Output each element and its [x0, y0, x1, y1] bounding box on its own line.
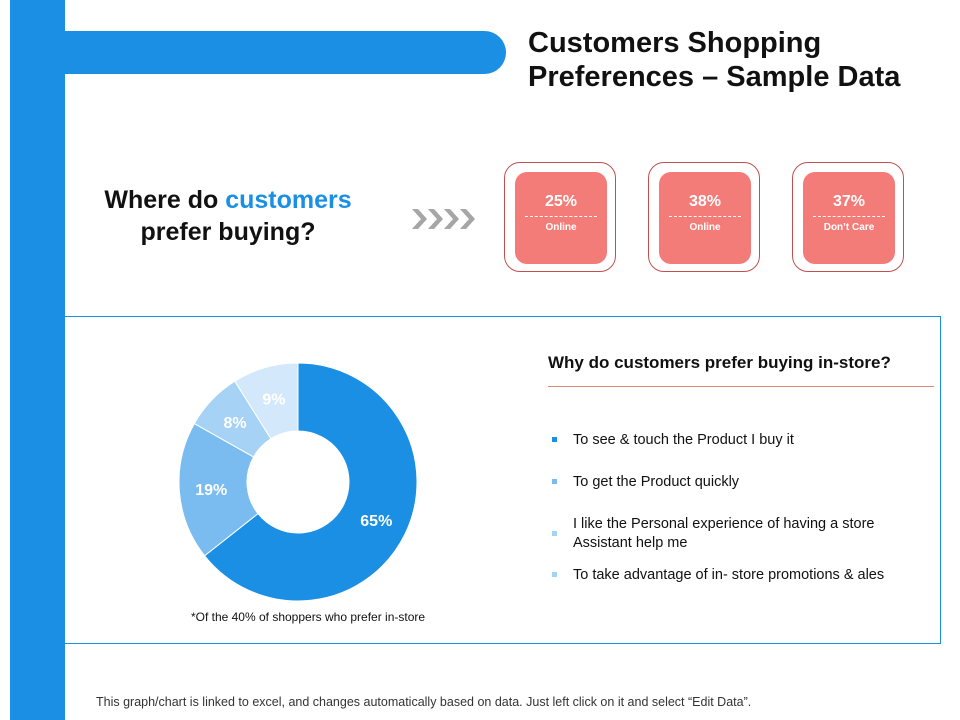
donut-slice-label-3: 8% [224, 415, 247, 432]
stat-card-body: 38% Online [659, 172, 751, 264]
question-prefix: Where do [104, 186, 219, 214]
stat-card-value: 25% [544, 193, 578, 210]
reason-text: To see & touch the Product I buy it [573, 432, 794, 448]
stat-card-label: Online [545, 222, 577, 233]
reason-text: I like the Personal experience of having… [573, 516, 875, 551]
stat-card-divider [525, 216, 597, 217]
stat-card-1: 25% Online [504, 162, 616, 272]
bullet-square-icon [552, 572, 557, 577]
footer-note: This graph/chart is linked to excel, and… [96, 695, 752, 709]
question-suffix: prefer buying? [140, 218, 316, 246]
stat-card-3: 37% Don’t Care [792, 162, 904, 272]
donut-slice-1 [203, 362, 418, 602]
chart-footnote: *Of the 40% of shoppers who prefer in-st… [190, 610, 426, 624]
stat-card-label: Online [689, 222, 721, 233]
donut-slice-label-4: 9% [262, 391, 285, 408]
stat-card-body: 37% Don’t Care [803, 172, 895, 264]
donut-slice-label-2: 19% [195, 482, 227, 499]
stat-card-value: 38% [688, 193, 722, 210]
top-accent-pill [60, 31, 506, 74]
question-heading: Where do customers prefer buying? [78, 184, 378, 248]
donut-chart: 65% 19% 8% 9% [178, 362, 418, 602]
donut-slice-2 [178, 422, 259, 557]
reasons-title: Why do customers prefer buying in-store? [548, 353, 891, 372]
stat-card-divider [813, 216, 885, 217]
page-title: Customers Shopping Preferences – Sample … [528, 27, 901, 93]
chevron-right-icon [412, 209, 475, 229]
left-accent-bar [10, 0, 65, 720]
stat-card-value: 37% [832, 193, 866, 210]
details-panel [64, 316, 941, 644]
stat-card-body: 25% Online [515, 172, 607, 264]
donut-slice-label-1: 65% [360, 513, 392, 530]
reasons-divider [548, 386, 934, 387]
reason-text: To take advantage of in- store promotion… [573, 567, 885, 583]
bullet-square-icon [552, 531, 557, 536]
stat-card-label: Don’t Care [823, 222, 875, 233]
reason-text: To get the Product quickly [573, 474, 740, 490]
question-highlight: customers [225, 186, 352, 214]
donut-slice-4 [234, 362, 299, 440]
bullet-square-icon [552, 437, 557, 442]
stat-card-2: 38% Online [648, 162, 760, 272]
stat-card-divider [669, 216, 741, 217]
bullet-square-icon [552, 479, 557, 484]
